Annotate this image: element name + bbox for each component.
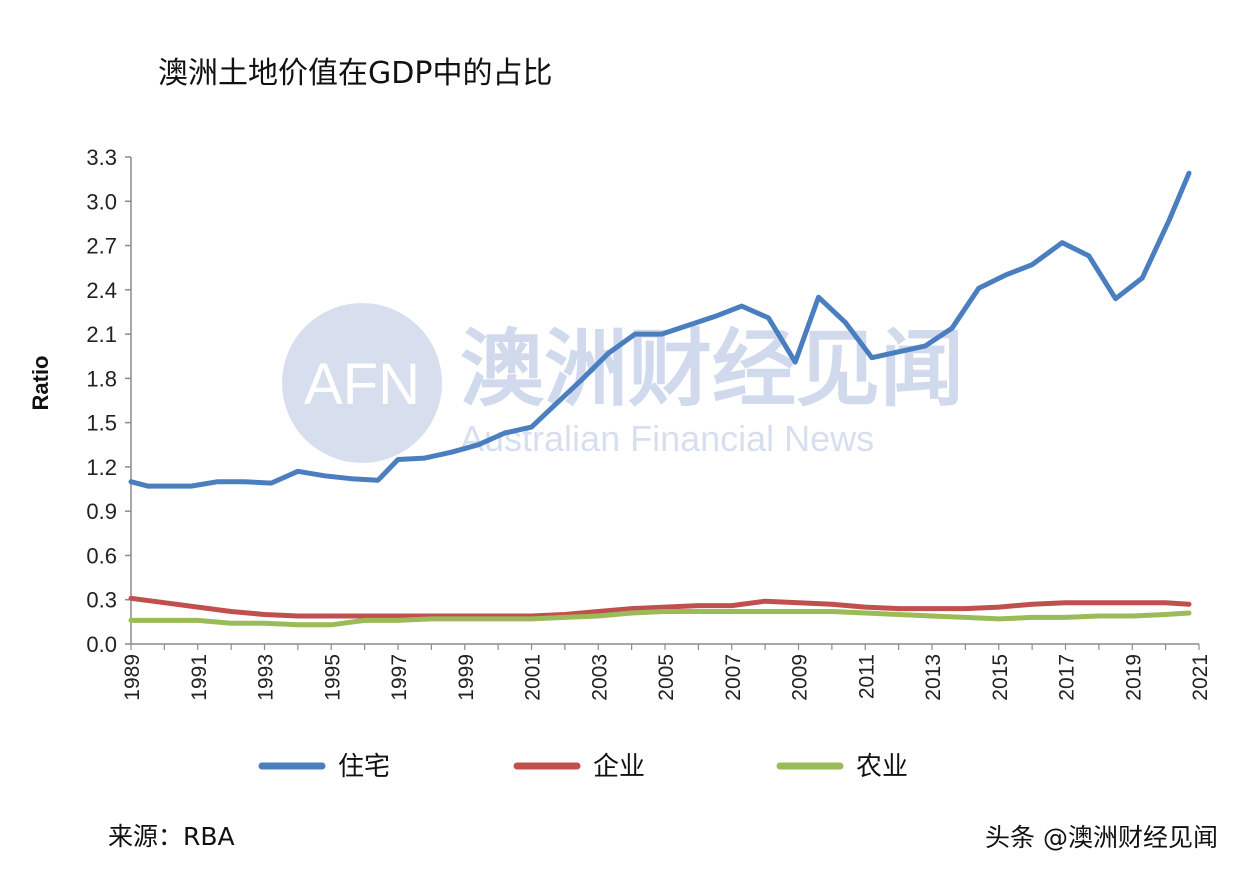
watermark: AFN 澳洲财经见闻 Australian Financial News: [282, 303, 964, 463]
y-tick-label: 2.7: [86, 234, 117, 259]
x-tick-label: 2001: [522, 654, 545, 701]
legend-label-housing: 住宅: [338, 752, 390, 782]
x-tick-label: 2011: [855, 654, 878, 699]
legend-label-business: 企业: [593, 752, 645, 782]
series-line-housing: [128, 170, 1192, 489]
legend: 住宅 企业 农业: [258, 752, 908, 782]
y-axis-label: Ratio: [28, 356, 53, 411]
y-tick-label: 3.0: [86, 189, 117, 214]
y-tick-label: 1.5: [86, 411, 117, 436]
x-tick-label: 2009: [789, 654, 812, 701]
x-tick-label: 2015: [989, 654, 1012, 701]
series-line-agriculture: [128, 609, 1192, 628]
y-tick-label: 2.4: [86, 278, 117, 303]
y-tick-label: 2.1: [86, 322, 117, 347]
x-tick-label: 2021: [1189, 654, 1212, 701]
x-ticks: 1989 1991 1993 1995 1997 1999 2001 2003 2005 2007…: [121, 644, 1212, 701]
series-lines: [128, 170, 1192, 628]
x-tick-label: 2013: [922, 654, 945, 701]
source-note: 来源：RBA: [108, 822, 235, 851]
y-tick-label: 0.6: [86, 543, 117, 568]
watermark-name-en: Australian Financial News: [460, 418, 874, 459]
y-tick-label: 0.0: [86, 632, 117, 657]
x-tick-label: 1989: [121, 654, 144, 701]
watermark-logo-text: AFN: [304, 352, 420, 417]
y-tick-label: 3.3: [86, 145, 117, 170]
legend-item-business: 企业: [513, 752, 645, 782]
watermark-name-cn: 澳洲财经见闻: [460, 320, 964, 418]
y-tick-label: 0.3: [86, 588, 117, 613]
legend-item-agriculture: 农业: [776, 752, 908, 782]
y-tick-label: 1.8: [86, 366, 117, 391]
x-tick-label: 2005: [655, 654, 678, 701]
series-line-business: [128, 595, 1192, 619]
credit-note: 头条 @澳洲财经见闻: [985, 823, 1218, 852]
y-tick-label: 1.2: [86, 455, 117, 480]
x-tick-label: 2019: [1122, 654, 1145, 701]
legend-label-agriculture: 农业: [856, 752, 908, 782]
watermark-logo-circle: [282, 303, 442, 463]
x-tick-label: 2003: [588, 654, 611, 701]
legend-item-housing: 住宅: [258, 752, 390, 782]
x-tick-label: 1995: [321, 654, 344, 701]
chart-title: 澳洲土地价值在GDP中的占比: [158, 56, 552, 91]
x-tick-label: 1991: [188, 654, 211, 701]
x-tick-label: 2007: [722, 654, 745, 701]
x-tick-label: 2017: [1056, 654, 1079, 701]
x-tick-label: 1997: [388, 654, 411, 701]
y-tick-label: 0.9: [86, 499, 117, 524]
x-tick-label: 1993: [255, 654, 278, 701]
x-tick-label: 1999: [455, 654, 478, 701]
y-ticks: 0.0 0.3 0.6 0.9 1.2 1.5 1.8 2.1 2.4 2.7 3.0 3.3: [86, 145, 131, 657]
